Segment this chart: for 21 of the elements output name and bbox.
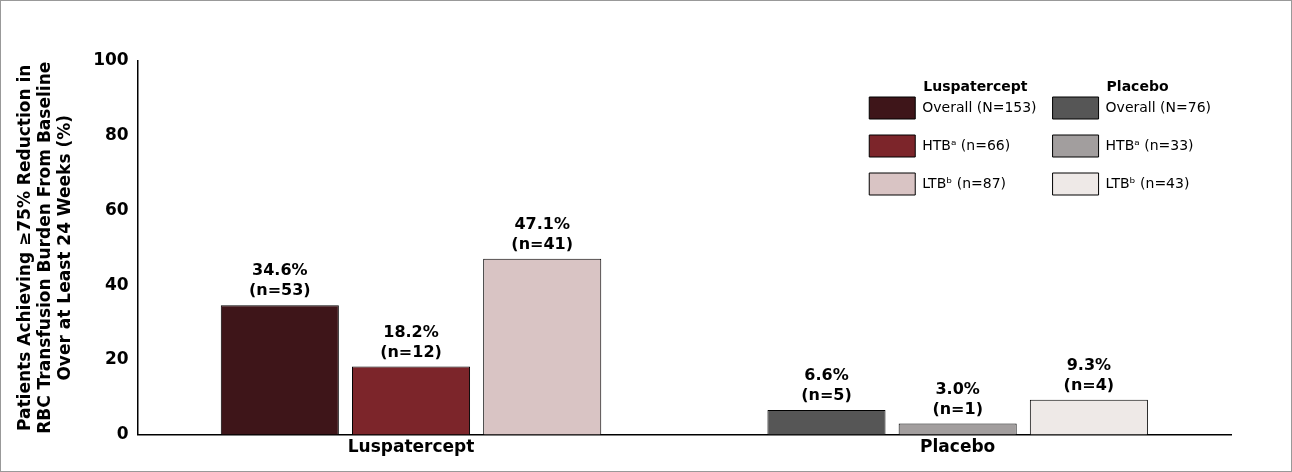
legend-label: Overall (N=153) <box>922 98 1037 115</box>
y-tick-label: 100 <box>93 49 129 70</box>
data-label: 6.6% (n=5) <box>801 365 852 405</box>
y-tick-label: 80 <box>105 124 129 145</box>
y-tick-label: 60 <box>105 198 129 219</box>
data-label: 9.3% (n=4) <box>1063 355 1115 395</box>
y-tick-label: 20 <box>105 348 129 369</box>
y-tick-label: 40 <box>105 273 129 294</box>
legend-label: HTBᵃ (n=66) <box>922 136 1011 153</box>
legend-label: LTBᵇ (n=87) <box>922 174 1007 191</box>
legend-label: LTBᵇ (n=43) <box>1105 174 1190 191</box>
y-axis-title: Patients Achieving ≥75% Reduction in RBC Transfusion Burden From Baseline Over at Least 24 Weeks (%) <box>13 61 75 434</box>
legend-label: HTBᵃ (n=33) <box>1105 136 1194 153</box>
data-label: 18.2% (n=12) <box>380 321 442 361</box>
y-tick-label: 0 <box>116 423 129 444</box>
data-label: 34.6% (n=53) <box>248 260 311 300</box>
legend-label: Overall (N=76) <box>1105 98 1212 115</box>
text: Luspatercept <box>923 77 1028 94</box>
data-label: 47.1% (n=41) <box>511 213 574 253</box>
text: Placebo <box>1106 77 1169 94</box>
data-label: 3.0% (n=1) <box>932 378 983 418</box>
